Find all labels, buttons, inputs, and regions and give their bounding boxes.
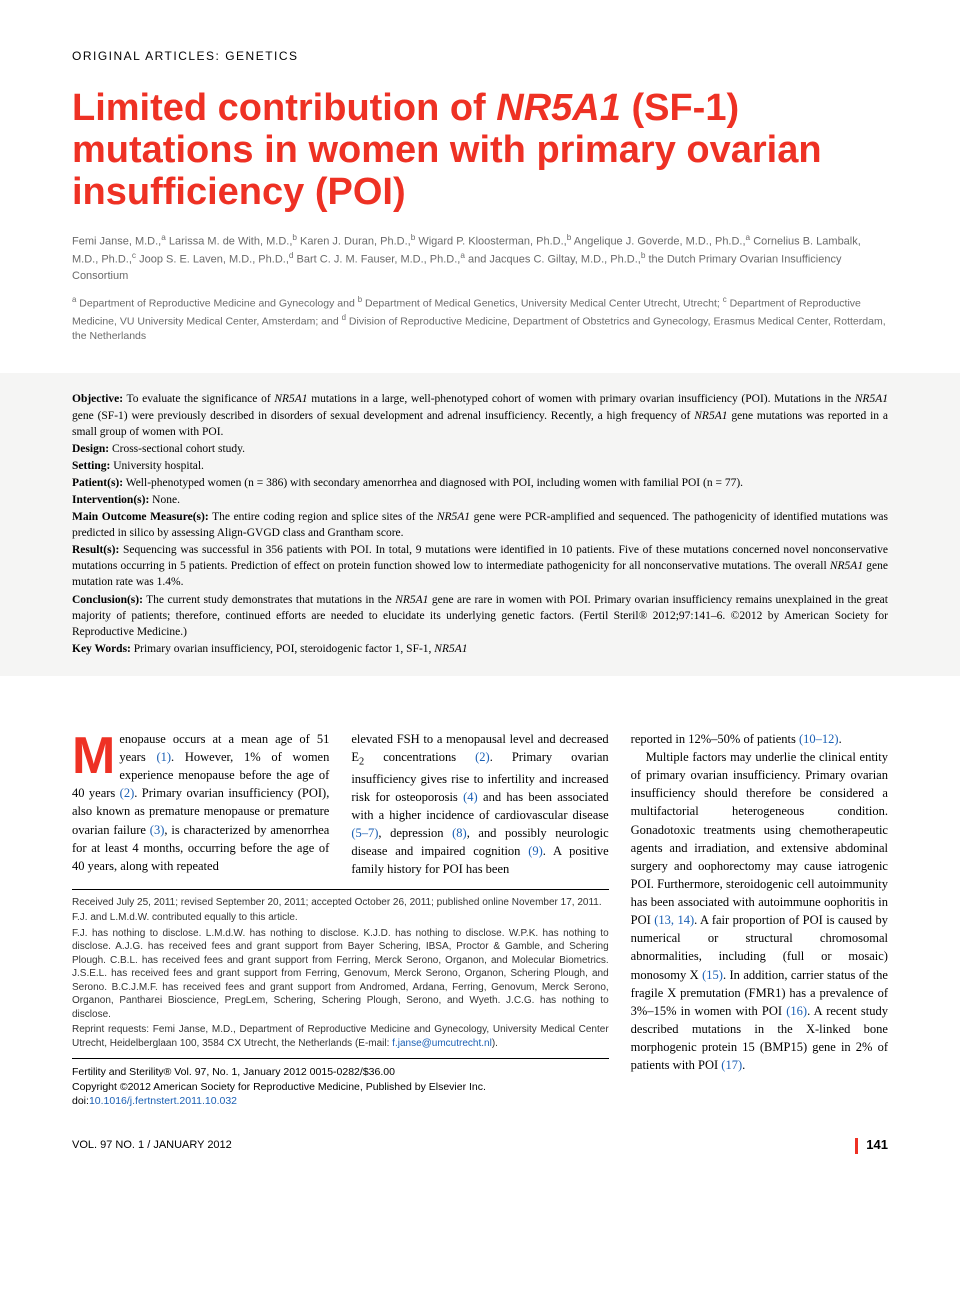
authors-list: Femi Janse, M.D.,a Larissa M. de With, M… <box>72 232 888 285</box>
page-footer: VOL. 97 NO. 1 / JANUARY 2012 141 <box>72 1136 888 1154</box>
body-col-2: elevated FSH to a menopausal level and d… <box>351 730 608 1108</box>
journal-page: ORIGINAL ARTICLES: GENETICS Limited cont… <box>0 0 960 1190</box>
abstract-keywords: Primary ovarian insufficiency, POI, ster… <box>134 643 468 655</box>
article-title: Limited contribution of NR5A1 (SF-1) mut… <box>72 88 888 213</box>
page-accent-bar <box>855 1138 858 1154</box>
body-columns: Menopause occurs at a mean age of 51 yea… <box>72 730 888 1108</box>
abstract-block: Objective: To evaluate the significance … <box>0 373 960 676</box>
abstract-conclusions: The current study demonstrates that muta… <box>72 594 888 638</box>
abstract-interventions: None. <box>152 494 180 506</box>
affiliations: a Department of Reproductive Medicine an… <box>72 294 888 343</box>
abstract-results: Sequencing was successful in 356 patient… <box>72 544 888 588</box>
footer-issue: VOL. 97 NO. 1 / JANUARY 2012 <box>72 1138 232 1153</box>
dropcap: M <box>72 730 119 778</box>
section-header: ORIGINAL ARTICLES: GENETICS <box>72 48 888 64</box>
doi-link[interactable]: 10.1016/j.fertnstert.2011.10.032 <box>89 1095 237 1107</box>
footer-page-number: 141 <box>855 1136 888 1154</box>
abstract-design: Cross-sectional cohort study. <box>112 443 245 455</box>
body-col-3: reported in 12%–50% of patients (10–12).… <box>631 730 888 1108</box>
abstract-setting: University hospital. <box>113 460 204 472</box>
pubinfo-doi-label: doi: <box>72 1095 89 1107</box>
body-col-1: Menopause occurs at a mean age of 51 yea… <box>72 730 329 1108</box>
title-gene-italic: NR5A1 <box>496 87 621 129</box>
abstract-patients: Well-phenotyped women (n = 386) with sec… <box>126 477 743 489</box>
abstract-objective: To evaluate the significance of NR5A1 mu… <box>72 393 888 437</box>
title-text-pre: Limited contribution of <box>72 87 496 129</box>
